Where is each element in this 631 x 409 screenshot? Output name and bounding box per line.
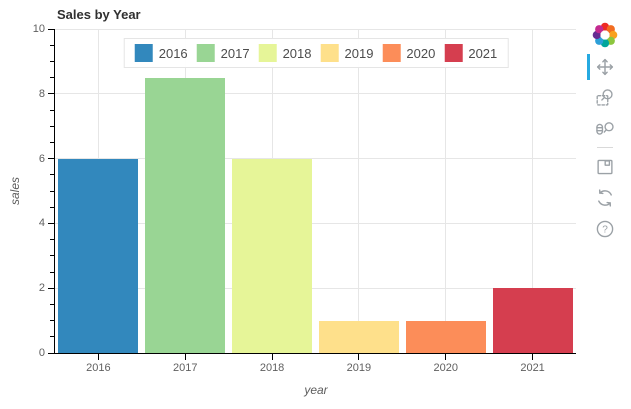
wheel-zoom-tool-button[interactable] <box>593 115 617 143</box>
save-icon <box>597 159 613 174</box>
v-gridline <box>358 29 360 353</box>
x-tick-label: 2020 <box>433 362 458 374</box>
bar-2019 <box>318 320 399 353</box>
y-major-tick <box>48 158 54 160</box>
y-minor-tick <box>50 255 54 257</box>
y-minor-tick <box>50 239 54 241</box>
legend-item-2020: 2020 <box>382 44 435 62</box>
y-major-tick <box>48 287 54 289</box>
legend-swatch <box>444 44 463 62</box>
chart-title: Sales by Year <box>57 7 141 22</box>
h-gridline <box>55 28 576 30</box>
wheel-zoom-icon <box>596 121 614 135</box>
y-tick-label: 0 <box>38 347 45 359</box>
toolbar-divider <box>597 147 613 148</box>
bokeh-toolbar: ? <box>587 22 622 244</box>
reset-icon <box>598 188 612 207</box>
x-axis-line <box>54 353 576 354</box>
y-minor-tick <box>50 174 54 176</box>
y-minor-tick <box>50 336 54 338</box>
plot-area[interactable] <box>55 28 576 353</box>
y-minor-tick <box>50 60 54 62</box>
y-minor-tick <box>50 206 54 208</box>
legend-label: 2020 <box>406 45 436 61</box>
legend-swatch <box>382 44 401 62</box>
legend-item-2016: 2016 <box>134 44 188 62</box>
h-gridline <box>55 158 576 160</box>
y-major-tick <box>48 222 54 224</box>
legend-label: 2016 <box>158 45 188 61</box>
x-major-tick <box>358 354 360 360</box>
pan-tool-button[interactable] <box>587 53 617 81</box>
y-tick-label: 8 <box>38 87 45 100</box>
help-tool-button[interactable]: ? <box>593 215 617 243</box>
x-axis-label: year <box>304 383 328 397</box>
x-major-tick <box>271 354 273 360</box>
y-major-tick <box>48 352 54 354</box>
y-minor-tick <box>50 44 54 46</box>
svg-text:?: ? <box>602 224 608 235</box>
box-zoom-icon <box>596 88 613 106</box>
legend-swatch <box>134 44 153 62</box>
legend-label: 2018 <box>282 45 312 61</box>
y-minor-tick <box>50 77 54 79</box>
bar-2020 <box>405 320 486 353</box>
y-minor-tick <box>50 125 54 127</box>
bar-2021 <box>492 288 573 353</box>
x-tick-label: 2019 <box>346 362 372 374</box>
bokeh-logo-icon[interactable] <box>592 22 618 48</box>
pan-icon <box>596 58 614 75</box>
x-tick-label: 2016 <box>86 362 111 374</box>
v-gridline <box>445 29 447 353</box>
legend-label: 2019 <box>344 45 374 61</box>
x-tick-label: 2018 <box>259 362 285 374</box>
legend: 2016 2017 2018 2019 2020 2021 <box>123 38 509 68</box>
bar-2018 <box>232 158 312 353</box>
x-major-tick <box>445 354 447 360</box>
h-gridline <box>55 287 576 289</box>
y-tick-label: 2 <box>38 282 45 295</box>
y-minor-tick <box>50 320 54 322</box>
legend-swatch <box>196 44 215 62</box>
x-tick-label: 2021 <box>520 362 545 374</box>
y-tick-label: 6 <box>38 152 45 165</box>
y-minor-tick <box>50 109 54 111</box>
legend-swatch <box>320 44 339 62</box>
save-tool-button[interactable] <box>593 153 617 181</box>
legend-item-2021: 2021 <box>444 44 497 62</box>
x-major-tick <box>184 354 186 360</box>
y-minor-tick <box>50 303 54 305</box>
box-zoom-tool-button[interactable] <box>593 84 617 112</box>
x-tick-label: 2017 <box>173 362 198 374</box>
v-gridline <box>532 29 534 353</box>
legend-swatch <box>258 44 277 62</box>
x-major-tick <box>97 354 99 360</box>
legend-item-2018: 2018 <box>258 44 312 62</box>
y-tick-label: 4 <box>38 217 45 230</box>
y-minor-tick <box>50 190 54 192</box>
help-icon: ? <box>596 220 614 237</box>
y-minor-tick <box>50 141 54 143</box>
y-major-tick <box>48 28 54 30</box>
legend-label: 2017 <box>220 45 250 61</box>
bar-2016 <box>58 158 139 353</box>
y-tick-label: 10 <box>32 23 45 35</box>
h-gridline <box>55 222 576 224</box>
legend-item-2019: 2019 <box>320 44 374 62</box>
y-axis-label: sales <box>8 176 22 206</box>
y-major-tick <box>48 93 54 95</box>
h-gridline <box>55 93 576 95</box>
legend-item-2017: 2017 <box>196 44 250 62</box>
reset-tool-button[interactable] <box>593 184 617 212</box>
legend-label: 2021 <box>468 45 498 61</box>
x-major-tick <box>532 354 534 360</box>
bar-2017 <box>145 77 226 353</box>
y-minor-tick <box>50 271 54 273</box>
